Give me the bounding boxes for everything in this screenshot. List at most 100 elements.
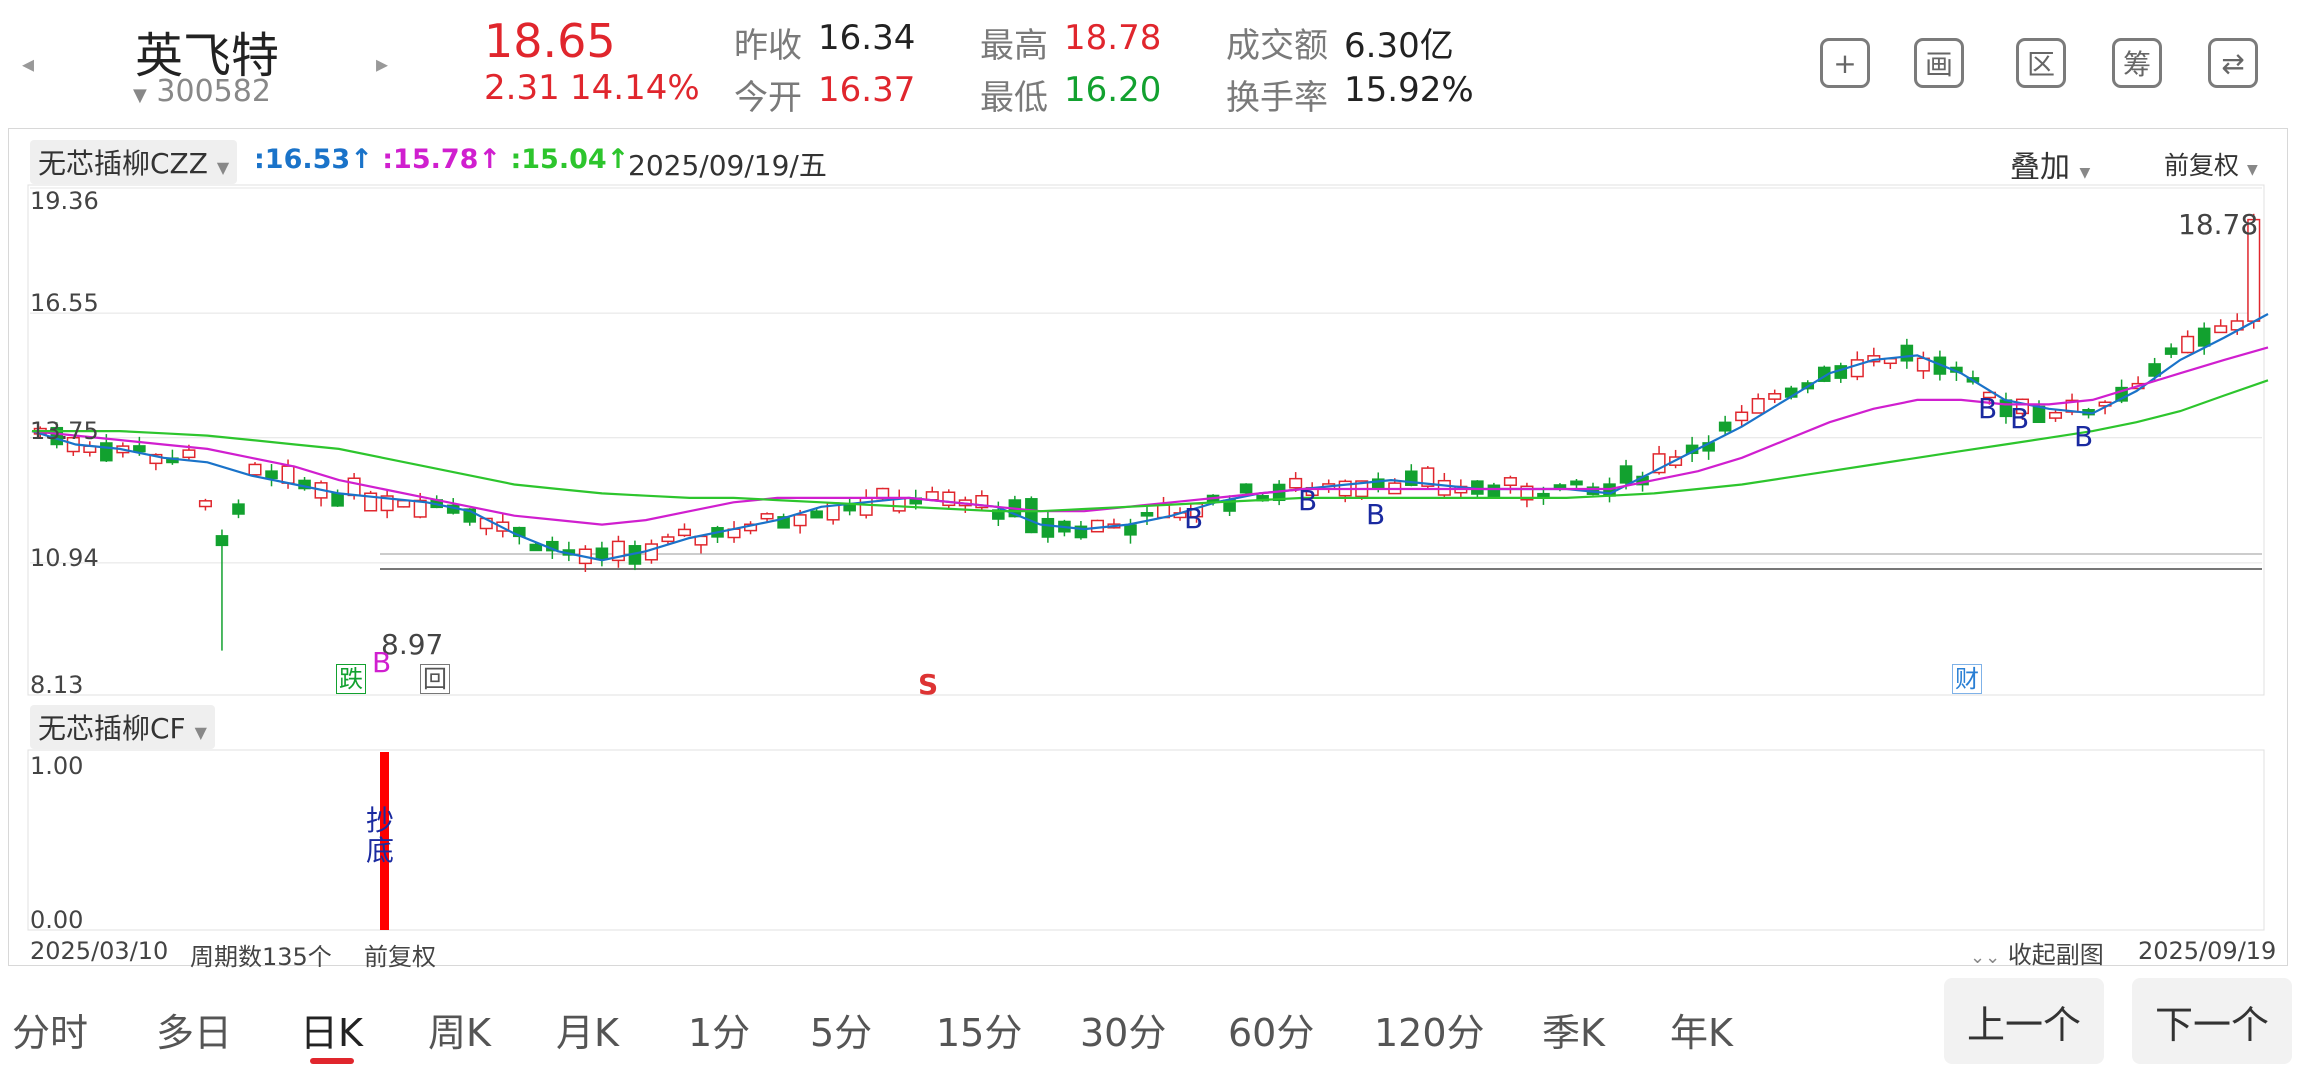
candle-body — [182, 449, 196, 459]
tab-duori[interactable]: 多日 — [156, 1011, 233, 1055]
sub-y-tick-bottom: 0.00 — [30, 906, 84, 934]
price-change-pct: 14.14% — [570, 68, 700, 108]
y-tick-3: 13.75 — [30, 417, 99, 445]
marker-cai[interactable]: 财 — [1952, 664, 1982, 694]
candle-body — [232, 503, 245, 515]
candle-body — [777, 516, 790, 529]
candle-body — [149, 453, 163, 465]
sub-plot-frame — [27, 749, 2265, 931]
tab-jik[interactable]: 季K — [1542, 1011, 1605, 1055]
tab-niank[interactable]: 年K — [1670, 1011, 1733, 1055]
candle-body — [793, 514, 807, 527]
marker-s: S — [918, 668, 939, 701]
main-plot-frame — [27, 184, 2265, 696]
candle-body — [413, 499, 427, 518]
chips-icon[interactable]: 筹 — [2112, 38, 2162, 88]
candle-body — [331, 492, 344, 507]
tab-fenshi[interactable]: 分时 — [12, 1011, 89, 1055]
stat-value-turnover: 6.30亿 — [1344, 26, 1454, 66]
tab-120fen[interactable]: 120分 — [1374, 1011, 1485, 1055]
tab-yuek[interactable]: 月K — [556, 1011, 619, 1055]
prev-button[interactable]: 上一个 — [1944, 978, 2104, 1064]
candle-body — [1421, 467, 1435, 487]
candle-body — [265, 470, 278, 480]
tab-1fen[interactable]: 1分 — [688, 1011, 751, 1055]
marker-b-3: B — [1298, 484, 1318, 517]
tab-15fen[interactable]: 15分 — [936, 1011, 1023, 1055]
stat-value-prev-close: 16.34 — [818, 18, 916, 58]
candle-body — [2214, 325, 2228, 334]
candle-body — [248, 463, 262, 476]
active-tab-underline — [310, 1058, 354, 1064]
main-indicator-selector[interactable]: 无芯插柳CZZ ▼ — [30, 140, 238, 184]
stock-code-row[interactable]: ▼ 300582 — [133, 74, 271, 109]
candle-body — [1041, 517, 1055, 538]
next-button[interactable]: 下一个 — [2132, 978, 2292, 1064]
stat-value-high: 18.78 — [1064, 18, 1162, 58]
add-icon[interactable]: + — [1820, 38, 1870, 88]
candle-body — [1619, 465, 1633, 484]
candle-body — [347, 477, 361, 497]
marker-die[interactable]: 跌 — [336, 664, 366, 694]
marker-b-7: B — [2074, 420, 2094, 453]
candle-body — [942, 491, 956, 507]
tab-5fen[interactable]: 5分 — [810, 1011, 873, 1055]
candle-body — [463, 508, 477, 523]
stat-value-open: 16.37 — [818, 70, 916, 110]
candle-body — [1735, 411, 1749, 422]
candle-body — [1487, 484, 1501, 498]
current-price: 18.65 — [484, 14, 616, 68]
marker-b-4: B — [1366, 498, 1386, 531]
candle-body — [1503, 477, 1517, 486]
candle-body — [1768, 393, 1782, 400]
candle-body — [529, 543, 543, 552]
main-indicator-name: 无芯插柳CZZ — [38, 147, 208, 180]
ma-line-2 — [31, 346, 2269, 526]
candle-body — [1289, 477, 1303, 489]
candle-body — [1140, 512, 1154, 517]
candle-body — [281, 465, 295, 484]
adjust-button[interactable]: 前复权 ▼ — [2164, 146, 2258, 182]
candle-body — [1718, 421, 1732, 432]
candle-body — [1817, 366, 1831, 382]
candle-body — [1520, 485, 1534, 501]
tab-rik[interactable]: 日K — [300, 1011, 363, 1055]
footer-adjust: 前复权 — [364, 943, 436, 971]
sub-indicator-selector[interactable]: 无芯插柳CF ▼ — [30, 705, 215, 749]
candle-body — [975, 494, 989, 509]
landscape-icon[interactable]: ⇄ — [2208, 38, 2258, 88]
signal-label: 抄底 — [366, 804, 395, 867]
tab-30fen[interactable]: 30分 — [1080, 1011, 1167, 1055]
sub-indicator-name: 无芯插柳CF — [38, 712, 186, 745]
candle-body — [760, 513, 774, 520]
candle-body — [2115, 386, 2128, 402]
next-stock-arrow[interactable]: ▸ — [376, 50, 389, 78]
collapse-label: 收起副图 — [2007, 941, 2104, 969]
stat-label-low: 最低 — [980, 78, 1048, 118]
tab-zhouk[interactable]: 周K — [428, 1011, 491, 1055]
dropdown-icon: ▼ — [216, 158, 230, 177]
signal-bar — [380, 752, 389, 930]
overlay-dropdown-icon: ▼ — [2079, 165, 2091, 181]
tab-60fen[interactable]: 60分 — [1228, 1011, 1315, 1055]
candle-body — [2148, 363, 2161, 377]
candle-body — [1405, 470, 1418, 486]
marker-hui[interactable]: 回 — [420, 664, 450, 694]
candle-body — [2164, 347, 2178, 355]
candle-body — [2015, 398, 2030, 415]
collapse-subchart-button[interactable]: ⌄⌄ 收起副图 — [1970, 935, 2104, 970]
range-icon[interactable]: 区 — [2016, 38, 2066, 88]
candle-body — [133, 445, 146, 453]
draw-icon[interactable]: 画 — [1914, 38, 1964, 88]
marker-b-5: B — [1978, 392, 1998, 425]
candle-body — [1239, 483, 1253, 494]
candle-body — [677, 528, 692, 537]
candle-body — [380, 495, 394, 512]
sub-dropdown-icon: ▼ — [194, 723, 207, 742]
candle-body — [2048, 411, 2063, 419]
candle-body — [1652, 453, 1666, 474]
candle-body — [1850, 359, 1864, 378]
overlay-button[interactable]: 叠加 ▼ — [2010, 142, 2090, 186]
prev-stock-arrow[interactable]: ◂ — [22, 50, 35, 78]
